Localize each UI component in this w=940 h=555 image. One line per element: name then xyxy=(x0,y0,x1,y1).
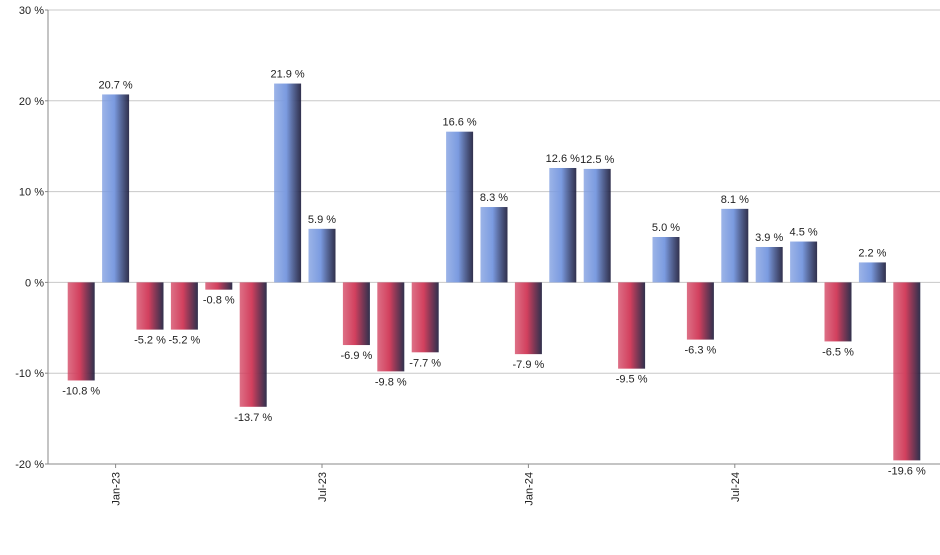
bar xyxy=(446,131,474,283)
bar xyxy=(652,237,680,283)
y-tick-label: -10 % xyxy=(15,368,44,380)
bar xyxy=(549,167,577,283)
value-label: 21.9 % xyxy=(270,69,304,81)
bar xyxy=(205,282,233,290)
bar xyxy=(755,246,783,283)
value-label: -19.6 % xyxy=(888,465,926,477)
bar xyxy=(342,282,370,346)
value-label: -10.8 % xyxy=(62,385,100,397)
bar xyxy=(170,282,198,330)
value-label: -9.5 % xyxy=(616,374,648,386)
bar xyxy=(377,282,405,372)
value-label: 2.2 % xyxy=(858,247,886,259)
value-label: 3.9 % xyxy=(755,232,783,244)
value-label: 8.3 % xyxy=(480,192,508,204)
bar xyxy=(136,282,164,330)
bar xyxy=(858,262,886,283)
value-label: 5.0 % xyxy=(652,222,680,234)
bar xyxy=(514,282,542,355)
value-label: 5.9 % xyxy=(308,214,336,226)
x-tick-label: Jan-23 xyxy=(111,472,123,506)
value-label: -6.9 % xyxy=(341,350,373,362)
value-label: -5.2 % xyxy=(134,335,166,347)
bar xyxy=(308,228,336,283)
bar xyxy=(239,282,267,407)
bar xyxy=(102,94,130,283)
bar xyxy=(721,208,749,283)
bar xyxy=(67,282,95,381)
value-label: 4.5 % xyxy=(790,227,818,239)
y-tick-label: 0 % xyxy=(25,277,44,289)
value-label: 20.7 % xyxy=(98,79,132,91)
y-tick-label: -20 % xyxy=(15,459,44,471)
bar xyxy=(411,282,439,353)
y-tick-label: 30 % xyxy=(19,5,44,17)
value-label: -0.8 % xyxy=(203,295,235,307)
value-label: 16.6 % xyxy=(442,117,476,129)
x-tick-label: Jul-24 xyxy=(730,472,742,502)
value-label: 12.5 % xyxy=(580,154,614,166)
value-label: -13.7 % xyxy=(234,412,272,424)
value-label: -6.3 % xyxy=(685,345,717,357)
value-label: -7.7 % xyxy=(409,357,441,369)
value-label: -9.8 % xyxy=(375,376,407,388)
value-label: -7.9 % xyxy=(513,359,545,371)
y-tick-label: 10 % xyxy=(19,187,44,199)
bar xyxy=(824,282,852,342)
bar xyxy=(618,282,646,369)
y-tick-label: 20 % xyxy=(19,96,44,108)
value-label: -5.2 % xyxy=(169,335,201,347)
value-label: -6.5 % xyxy=(822,346,854,358)
value-label: 12.6 % xyxy=(546,153,580,165)
x-tick-label: Jan-24 xyxy=(523,472,535,506)
x-tick-label: Jul-23 xyxy=(317,472,329,502)
bar xyxy=(583,168,611,283)
bar xyxy=(274,83,302,283)
bar xyxy=(686,282,714,340)
bar xyxy=(893,282,921,461)
value-label: 8.1 % xyxy=(721,194,749,206)
bar xyxy=(790,241,818,283)
bar xyxy=(480,207,508,283)
